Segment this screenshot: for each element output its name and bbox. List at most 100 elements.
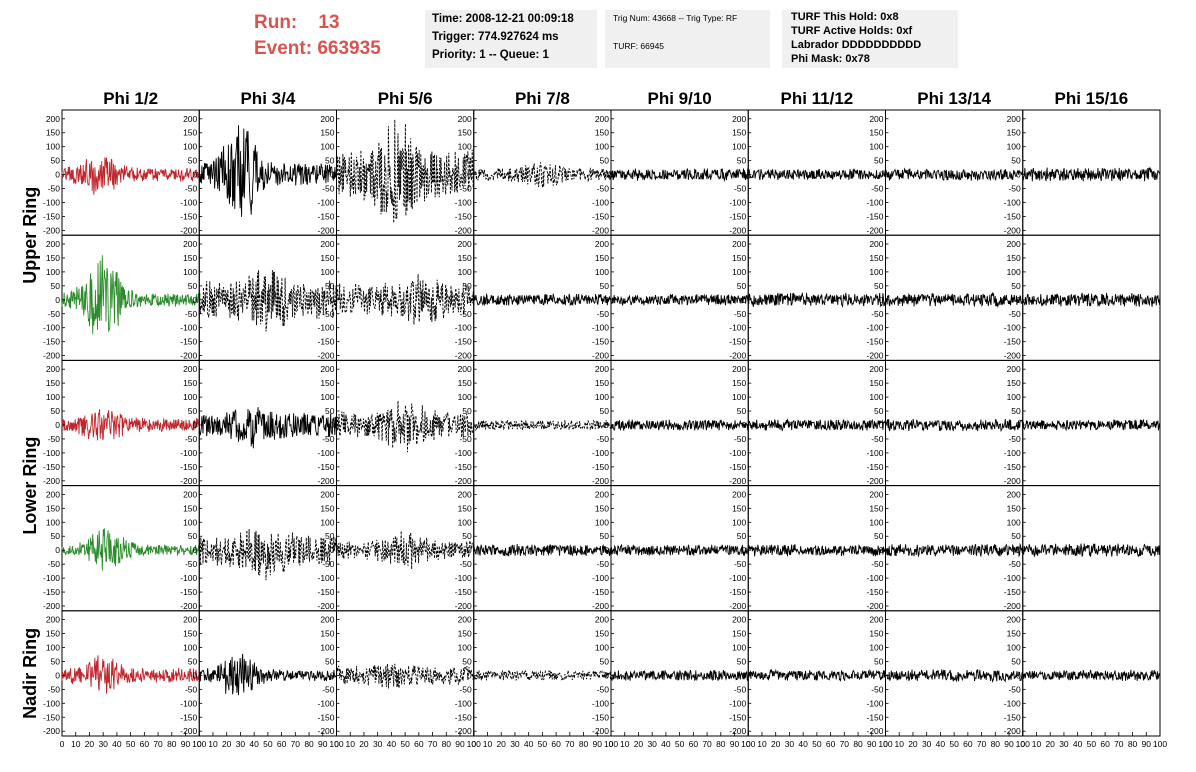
y-tick-label: 100 bbox=[595, 142, 609, 152]
y-tick-label: -50 bbox=[871, 559, 884, 569]
y-tick-label: 150 bbox=[732, 253, 746, 263]
y-tick-label: 50 bbox=[51, 281, 61, 291]
x-tick-label: 100 bbox=[1153, 739, 1167, 749]
y-tick-label: 0 bbox=[330, 545, 335, 555]
x-tick-label: 30 bbox=[1059, 739, 1069, 749]
y-tick-label: 200 bbox=[869, 364, 883, 374]
y-tick-label: 0 bbox=[193, 670, 198, 680]
y-tick-label: -150 bbox=[592, 712, 609, 722]
x-tick-label: 0 bbox=[609, 739, 614, 749]
y-tick-label: 100 bbox=[869, 517, 883, 527]
y-tick-label: 200 bbox=[1007, 364, 1021, 374]
x-tick-label: 50 bbox=[126, 739, 136, 749]
y-tick-label: 200 bbox=[320, 239, 334, 249]
y-tick-label: 0 bbox=[1016, 670, 1021, 680]
y-tick-label: -50 bbox=[597, 434, 610, 444]
y-tick-label: -100 bbox=[317, 573, 334, 583]
y-tick-label: 50 bbox=[462, 531, 472, 541]
y-tick-label: -100 bbox=[866, 698, 883, 708]
y-tick-label: -200 bbox=[729, 351, 746, 361]
y-tick-label: 0 bbox=[604, 295, 609, 305]
y-tick-label: -50 bbox=[871, 309, 884, 319]
y-tick-label: 150 bbox=[183, 128, 197, 138]
y-tick-label: 0 bbox=[742, 295, 747, 305]
y-tick-label: 100 bbox=[732, 142, 746, 152]
x-tick-label: 100 bbox=[878, 739, 892, 749]
x-tick-label: 0 bbox=[1020, 739, 1025, 749]
y-tick-label: -50 bbox=[597, 309, 610, 319]
y-tick-label: -50 bbox=[871, 434, 884, 444]
y-tick-label: 100 bbox=[732, 392, 746, 402]
y-tick-label: -100 bbox=[729, 198, 746, 208]
y-tick-label: 200 bbox=[320, 615, 334, 625]
x-tick-label: 70 bbox=[1114, 739, 1124, 749]
x-tick-label: 20 bbox=[634, 739, 644, 749]
x-tick-label: 60 bbox=[140, 739, 150, 749]
panel-frame bbox=[473, 234, 612, 361]
y-tick-label: 0 bbox=[742, 420, 747, 430]
y-tick-label: 0 bbox=[55, 420, 60, 430]
x-tick-label: 70 bbox=[840, 739, 850, 749]
y-tick-label: -200 bbox=[180, 601, 197, 611]
y-tick-label: -200 bbox=[317, 726, 334, 736]
y-tick-label: -150 bbox=[455, 337, 472, 347]
y-tick-label: -100 bbox=[455, 448, 472, 458]
waveform-trace bbox=[61, 255, 200, 335]
y-tick-label: -150 bbox=[866, 337, 883, 347]
y-tick-label: 200 bbox=[46, 239, 60, 249]
y-tick-label: 150 bbox=[458, 378, 472, 388]
column-header: Phi 13/14 bbox=[917, 89, 991, 108]
labrador-text: Labrador DDDDDDDDDD bbox=[791, 39, 922, 51]
y-tick-label: 100 bbox=[46, 642, 60, 652]
y-tick-label: 50 bbox=[462, 406, 472, 416]
x-tick-label: 60 bbox=[277, 739, 287, 749]
x-tick-label: 30 bbox=[98, 739, 108, 749]
y-tick-label: 150 bbox=[46, 128, 60, 138]
y-tick-label: -100 bbox=[180, 198, 197, 208]
waveform-trace bbox=[336, 119, 475, 224]
y-tick-label: 200 bbox=[46, 114, 60, 124]
y-tick-label: -100 bbox=[729, 698, 746, 708]
y-tick-label: 150 bbox=[183, 253, 197, 263]
turf-text: TURF: 66945 bbox=[613, 41, 665, 51]
waveform-trace bbox=[473, 419, 612, 432]
y-tick-label: 50 bbox=[51, 156, 61, 166]
y-tick-label: 0 bbox=[1016, 545, 1021, 555]
waveform-trace bbox=[1022, 543, 1161, 558]
y-tick-label: -200 bbox=[455, 476, 472, 486]
y-tick-label: -150 bbox=[592, 337, 609, 347]
y-tick-label: -100 bbox=[43, 448, 60, 458]
y-tick-label: 50 bbox=[188, 656, 198, 666]
x-tick-label: 60 bbox=[689, 739, 699, 749]
y-tick-label: 150 bbox=[183, 503, 197, 513]
y-tick-label: 50 bbox=[325, 156, 335, 166]
y-tick-label: -150 bbox=[317, 462, 334, 472]
y-tick-label: 200 bbox=[46, 615, 60, 625]
column-header: Phi 11/12 bbox=[780, 89, 853, 108]
waveform-trace bbox=[336, 400, 475, 453]
y-tick-label: 50 bbox=[1011, 406, 1021, 416]
y-tick-label: 100 bbox=[183, 392, 197, 402]
x-tick-label: 30 bbox=[922, 739, 932, 749]
x-tick-label: 80 bbox=[579, 739, 589, 749]
x-tick-label: 20 bbox=[85, 739, 95, 749]
x-tick-label: 80 bbox=[853, 739, 863, 749]
y-tick-label: -50 bbox=[459, 184, 472, 194]
y-tick-label: -150 bbox=[592, 462, 609, 472]
y-tick-label: -150 bbox=[455, 587, 472, 597]
waveform-trace bbox=[198, 528, 337, 581]
y-tick-label: 200 bbox=[732, 114, 746, 124]
y-tick-label: 50 bbox=[600, 406, 610, 416]
y-tick-label: -150 bbox=[43, 587, 60, 597]
y-tick-label: 100 bbox=[869, 267, 883, 277]
y-tick-label: 0 bbox=[604, 670, 609, 680]
y-tick-label: 50 bbox=[462, 156, 472, 166]
y-tick-label: 200 bbox=[869, 114, 883, 124]
y-tick-label: -200 bbox=[180, 351, 197, 361]
y-tick-label: -100 bbox=[592, 323, 609, 333]
y-tick-label: 100 bbox=[595, 517, 609, 527]
waveform-trace bbox=[747, 167, 886, 181]
y-tick-label: -200 bbox=[729, 476, 746, 486]
y-tick-label: 0 bbox=[330, 670, 335, 680]
waveform-trace bbox=[610, 669, 749, 682]
